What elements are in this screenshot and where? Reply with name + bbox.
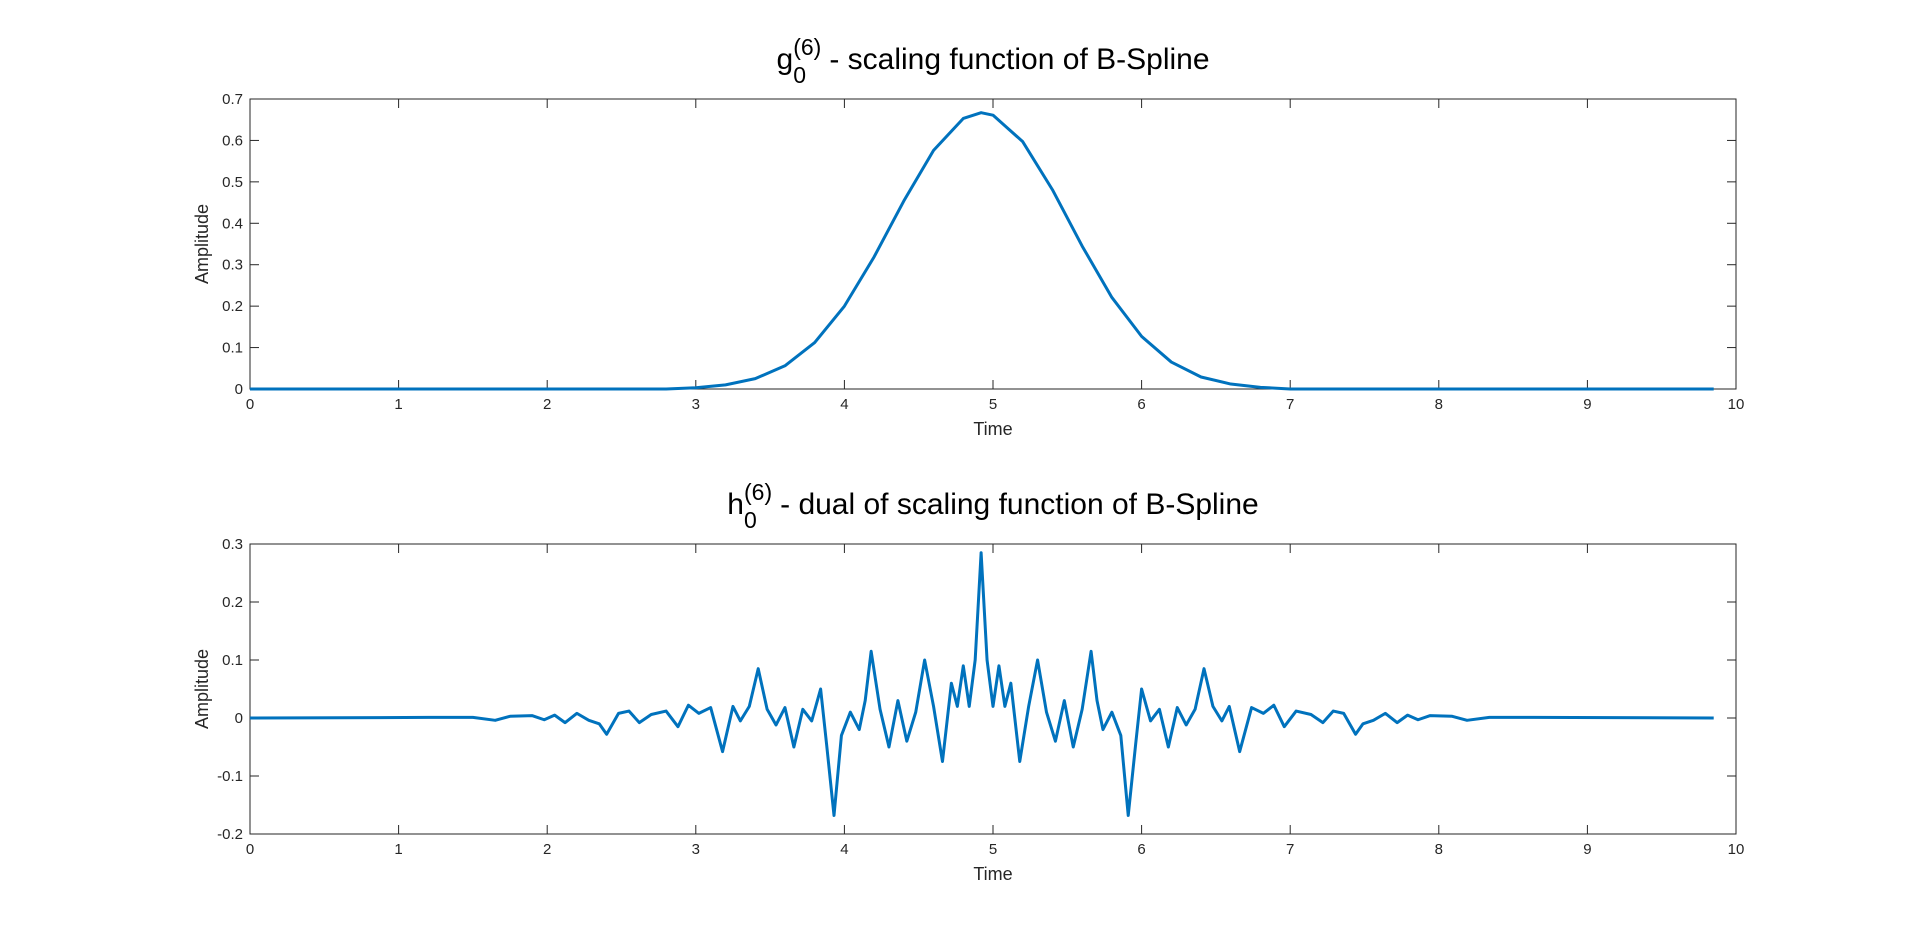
y-tick-label: 0.3 [222,536,243,553]
data-line [250,111,1714,391]
x-tick-label: 5 [989,396,997,413]
x-tick-label: 1 [394,396,402,413]
x-tick-label: 2 [543,841,551,858]
title-text: - dual of scaling function of B-Spline [780,488,1259,521]
title-sub: 0 [744,507,757,533]
y-tick-label: 0.1 [222,340,243,357]
x-tick-label: 0 [246,841,254,858]
title-base: g [777,43,794,76]
x-axis-label: Time [973,864,1012,884]
x-tick-label: 8 [1435,841,1443,858]
title-base: h [727,488,744,521]
y-tick-label: 0.2 [222,298,243,315]
x-tick-label: 10 [1728,841,1745,858]
title-text: - scaling function of B-Spline [829,43,1209,76]
title-sup: (6) [744,479,772,505]
chart-title: h (6)0 - dual of scaling function of B-Spl… [727,479,1258,533]
y-tick-label: 0.6 [222,132,243,149]
x-tick-label: 6 [1137,396,1145,413]
title-sup: (6) [793,34,821,60]
y-tick-label: 0.1 [222,652,243,669]
x-axis-label: Time [973,419,1012,439]
chart-title: g (6)0 - scaling function of B-Spline [777,34,1210,88]
plot-area [249,543,1737,835]
y-axis-label: Amplitude [192,649,212,729]
y-axis-label: Amplitude [192,204,212,284]
x-tick-label: 7 [1286,396,1294,413]
data-line [249,551,1714,817]
x-tick-label: 7 [1286,841,1294,858]
y-tick-label: -0.2 [217,826,243,843]
plot-area [249,98,1737,390]
y-tick-label: 0.5 [222,174,243,191]
y-tick-label: 0.4 [222,215,243,232]
x-tick-label: 6 [1137,841,1145,858]
x-tick-label: 0 [246,396,254,413]
y-tick-label: 0.7 [222,91,243,108]
title-sub: 0 [793,62,806,88]
x-tick-label: 8 [1435,396,1443,413]
x-tick-label: 2 [543,396,551,413]
x-tick-label: 10 [1728,396,1745,413]
x-tick-label: 9 [1583,841,1591,858]
x-tick-label: 3 [692,841,700,858]
y-tick-label: 0 [235,710,243,727]
y-tick-label: 0.2 [222,594,243,611]
x-tick-label: 5 [989,841,997,858]
x-tick-label: 1 [394,841,402,858]
x-tick-label: 4 [840,841,848,858]
y-tick-label: 0.3 [222,257,243,274]
x-tick-label: 3 [692,396,700,413]
x-tick-label: 9 [1583,396,1591,413]
y-tick-label: -0.1 [217,768,243,785]
x-tick-label: 4 [840,396,848,413]
y-tick-label: 0 [235,381,243,398]
